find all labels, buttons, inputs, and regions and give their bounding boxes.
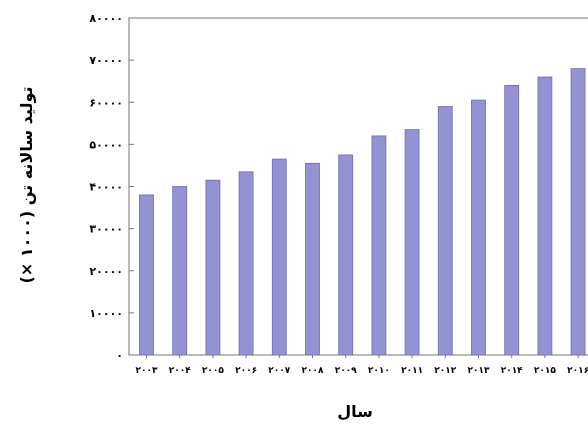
bar-5 bbox=[305, 162, 320, 356]
bar-7 bbox=[371, 135, 387, 356]
x-tick-label-1: ۲۰۰۴ bbox=[169, 366, 191, 376]
x-tick-label-5: ۲۰۰۸ bbox=[302, 366, 324, 376]
y-axis-label: تولید سالانه تن (۱۰۰۰ ×) bbox=[17, 87, 36, 284]
y-tick-label-3: ۳۰۰۰۰ bbox=[89, 223, 123, 236]
y-tick-label-5: ۵۰۰۰۰ bbox=[89, 138, 123, 151]
x-tick-label-2: ۲۰۰۵ bbox=[202, 366, 224, 376]
x-tick-label-12: ۲۰۱۵ bbox=[534, 366, 556, 376]
bar-10 bbox=[471, 99, 486, 356]
bar-8 bbox=[404, 129, 420, 356]
bar-13 bbox=[570, 68, 586, 356]
bar-9 bbox=[437, 106, 453, 356]
x-tick-label-4: ۲۰۰۷ bbox=[268, 366, 290, 376]
x-axis-label: سال bbox=[337, 402, 373, 421]
plot-area bbox=[128, 17, 588, 356]
bar-0 bbox=[139, 194, 154, 356]
bar-1 bbox=[172, 186, 188, 356]
y-tick-label-0: ۰ bbox=[116, 349, 123, 362]
bar-11 bbox=[504, 85, 520, 356]
bar-6 bbox=[338, 154, 354, 356]
x-tick-label-13: ۲۰۱۶ bbox=[567, 366, 588, 376]
x-tick-label-3: ۲۰۰۶ bbox=[235, 366, 257, 376]
x-tick-label-6: ۲۰۰۹ bbox=[335, 366, 357, 376]
y-tick-label-7: ۷۰۰۰۰ bbox=[89, 54, 123, 67]
bar-3 bbox=[238, 171, 254, 356]
bar-4 bbox=[271, 158, 287, 356]
x-tick-label-0: ۲۰۰۳ bbox=[136, 366, 158, 376]
x-tick-label-11: ۲۰۱۴ bbox=[501, 366, 523, 376]
bar-2 bbox=[205, 179, 221, 356]
y-tick-label-6: ۶۰۰۰۰ bbox=[89, 96, 123, 109]
x-tick-label-7: ۲۰۱۰ bbox=[368, 366, 390, 376]
x-tick-label-9: ۲۰۱۲ bbox=[434, 366, 456, 376]
y-tick-label-4: ۴۰۰۰۰ bbox=[89, 181, 123, 194]
y-tick-label-2: ۲۰۰۰۰ bbox=[89, 265, 123, 278]
x-tick-label-8: ۲۰۱۱ bbox=[401, 366, 423, 376]
x-ticks-group: ۲۰۰۳ ۲۰۰۴ ۲۰۰۵ ۲۰۰۶ ۲۰۰۷ ۲۰۰۸ ۲۰۰۹ ۲۰۱۰ ۲۰۱۱ ۲۰۱۲… bbox=[136, 355, 588, 376]
x-tick-label-10: ۲۰۱۳ bbox=[468, 366, 490, 376]
bar-12 bbox=[537, 76, 553, 356]
y-ticks-group: ۰ ۱۰۰۰۰ ۲۰۰۰۰ ۳۰۰۰۰ ۴۰۰۰۰ ۵۰۰۰۰ ۶۰۰۰۰ ۷۰۰۰۰ ۸۰۰۰… bbox=[89, 12, 134, 362]
y-tick-label-8: ۸۰۰۰۰ bbox=[89, 12, 123, 25]
y-tick-label-1: ۱۰۰۰۰ bbox=[89, 307, 123, 320]
